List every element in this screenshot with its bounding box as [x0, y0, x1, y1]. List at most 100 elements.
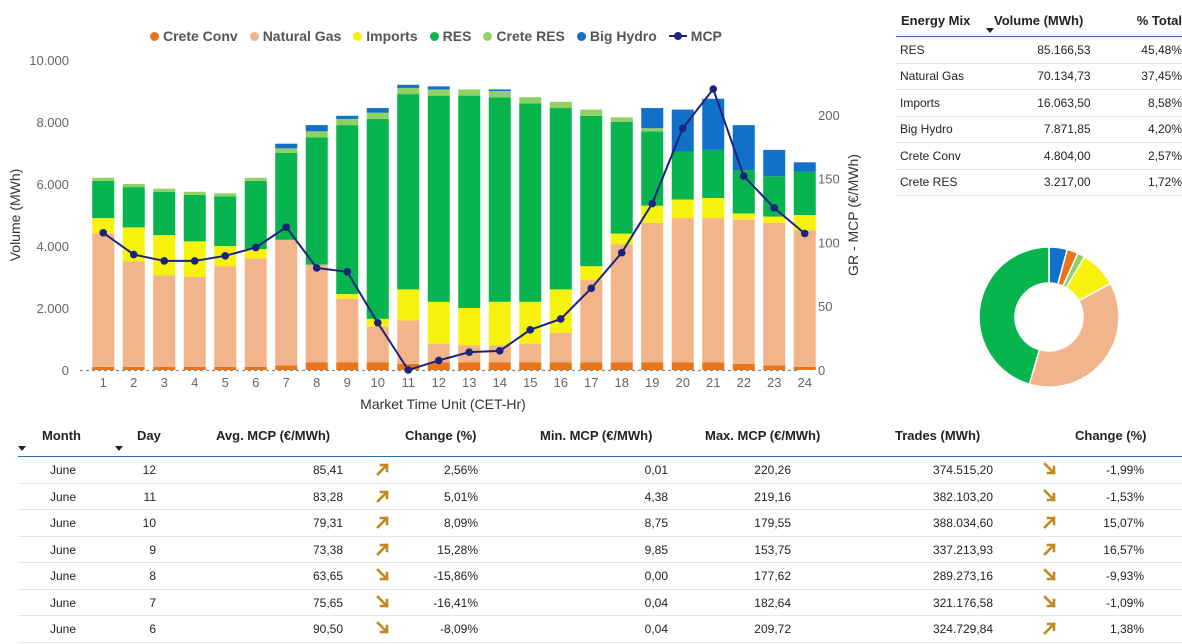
bar-segment-crete-res[interactable] — [397, 87, 420, 95]
header-max-mcp[interactable]: Max. MCP (€/MWh) — [705, 428, 821, 443]
bar-segment-crete-conv[interactable] — [183, 366, 206, 370]
mcp-point[interactable] — [465, 348, 474, 356]
bar-segment-imports[interactable] — [153, 235, 176, 276]
bar-segment-crete-conv[interactable] — [458, 362, 481, 370]
bar-segment-natural-gas[interactable] — [305, 264, 328, 363]
donut-slice-natural-gas[interactable] — [1028, 282, 1120, 388]
bar-segment-res[interactable] — [702, 149, 725, 198]
header-day[interactable]: Day — [137, 428, 161, 443]
header-avg-mcp[interactable]: Avg. MCP (€/MWh) — [216, 428, 331, 443]
bar-segment-crete-conv[interactable] — [122, 366, 145, 370]
bar-segment-crete-res[interactable] — [275, 148, 298, 153]
bar-segment-res[interactable] — [610, 122, 633, 234]
bar-segment-big-hydro[interactable] — [397, 84, 420, 88]
bar-segment-big-hydro[interactable] — [275, 143, 298, 149]
bar-segment-imports[interactable] — [336, 294, 359, 299]
bar-segment-crete-conv[interactable] — [580, 362, 603, 370]
bar-segment-crete-conv[interactable] — [336, 362, 359, 370]
bar-segment-crete-res[interactable] — [153, 188, 176, 192]
bar-segment-imports[interactable] — [793, 215, 816, 231]
bar-segment-crete-conv[interactable] — [671, 362, 694, 370]
bar-segment-crete-res[interactable] — [214, 193, 237, 197]
bar-segment-res[interactable] — [183, 194, 206, 242]
energy-mix-row[interactable]: Big Hydro 7.871,85 4,20% — [896, 117, 1182, 143]
bar-segment-natural-gas[interactable] — [702, 218, 725, 363]
bar-segment-big-hydro[interactable] — [336, 115, 359, 119]
bar-segment-crete-res[interactable] — [305, 131, 328, 138]
bar-segment-natural-gas[interactable] — [366, 326, 389, 363]
mcp-point[interactable] — [343, 267, 352, 276]
mcp-point[interactable] — [251, 243, 260, 252]
bar-segment-imports[interactable] — [427, 301, 450, 344]
bar-segment-res[interactable] — [793, 171, 816, 215]
mcp-point[interactable] — [495, 347, 504, 355]
sort-month-icon[interactable] — [18, 446, 26, 451]
bar-segment-natural-gas[interactable] — [183, 277, 206, 367]
trades-row[interactable]: June 9 73,38 15,28% 9,85 153,75 337.213,93 16,5… — [18, 537, 1182, 563]
legend-item-natural-gas[interactable]: Natural Gas — [249, 28, 341, 44]
mcp-point[interactable] — [648, 199, 657, 208]
header-energy-mix[interactable]: Energy Mix — [901, 12, 971, 28]
bar-segment-imports[interactable] — [488, 301, 511, 346]
bar-segment-big-hydro[interactable] — [763, 149, 786, 177]
legend-item-res[interactable]: RES — [429, 28, 471, 44]
energy-mix-row[interactable]: Natural Gas 70.134,73 37,45% — [896, 64, 1182, 90]
bar-segment-res[interactable] — [427, 95, 450, 302]
bar-segment-crete-res[interactable] — [92, 177, 115, 181]
legend-item-crete-conv[interactable]: Crete Conv — [150, 28, 238, 44]
header-change-mcp[interactable]: Change (%) — [405, 428, 477, 443]
mcp-point[interactable] — [556, 315, 565, 323]
bar-segment-imports[interactable] — [519, 301, 542, 344]
bar-segment-imports[interactable] — [732, 213, 755, 220]
bar-segment-big-hydro[interactable] — [488, 89, 511, 91]
bar-segment-big-hydro[interactable] — [427, 86, 450, 90]
bar-segment-crete-conv[interactable] — [519, 362, 542, 370]
bar-segment-res[interactable] — [305, 137, 328, 265]
bar-segment-natural-gas[interactable] — [244, 258, 267, 367]
bar-segment-imports[interactable] — [244, 249, 267, 259]
bar-segment-natural-gas[interactable] — [763, 222, 786, 366]
bar-segment-crete-res[interactable] — [336, 118, 359, 126]
mcp-point[interactable] — [587, 284, 596, 293]
bar-segment-big-hydro[interactable] — [305, 125, 328, 132]
bar-segment-res[interactable] — [397, 94, 420, 290]
trades-row[interactable]: June 10 79,31 8,09% 8,75 179,55 388.034,60 15,0… — [18, 510, 1182, 537]
header-month[interactable]: Month — [42, 428, 81, 443]
bar-segment-crete-conv[interactable] — [214, 366, 237, 370]
bar-segment-crete-conv[interactable] — [153, 366, 176, 370]
bar-segment-imports[interactable] — [92, 218, 115, 234]
sort-day-icon[interactable] — [115, 446, 123, 451]
bar-segment-big-hydro[interactable] — [793, 162, 816, 172]
bar-segment-res[interactable] — [214, 196, 237, 246]
energy-mix-row[interactable]: Crete Conv 4.804,00 2,57% — [896, 143, 1182, 170]
bar-segment-res[interactable] — [641, 131, 664, 206]
bar-segment-crete-conv[interactable] — [549, 362, 572, 370]
bar-segment-res[interactable] — [92, 180, 115, 219]
mcp-point[interactable] — [678, 124, 687, 133]
bar-segment-natural-gas[interactable] — [397, 320, 420, 364]
header-trades[interactable]: Trades (MWh) — [895, 428, 981, 443]
energy-mix-row[interactable]: RES 85.166,53 45,48% — [896, 37, 1182, 64]
bar-segment-natural-gas[interactable] — [610, 244, 633, 363]
mcp-point[interactable] — [221, 252, 230, 260]
trades-row[interactable]: June 8 63,65 -15,86% 0,00 177,62 289.273,16 -9,… — [18, 563, 1182, 590]
bar-segment-natural-gas[interactable] — [671, 218, 694, 363]
header-volume[interactable]: Volume (MWh) — [994, 12, 1084, 28]
bar-segment-res[interactable] — [580, 115, 603, 267]
bar-segment-imports[interactable] — [671, 199, 694, 219]
bar-segment-crete-res[interactable] — [458, 89, 481, 96]
bar-segment-crete-conv[interactable] — [641, 362, 664, 370]
bar-segment-res[interactable] — [519, 103, 542, 302]
bar-segment-natural-gas[interactable] — [92, 233, 115, 367]
bar-segment-crete-res[interactable] — [641, 128, 664, 132]
bar-segment-crete-res[interactable] — [427, 89, 450, 96]
bar-segment-crete-res[interactable] — [580, 109, 603, 116]
trades-row[interactable]: June 6 90,50 -8,09% 0,04 209,72 324.729,84 1,38… — [18, 616, 1182, 643]
bar-segment-crete-conv[interactable] — [793, 366, 816, 370]
bar-segment-imports[interactable] — [610, 233, 633, 245]
bar-segment-crete-conv[interactable] — [305, 362, 328, 370]
bar-segment-imports[interactable] — [397, 289, 420, 321]
mcp-point[interactable] — [404, 366, 413, 374]
bar-segment-res[interactable] — [458, 95, 481, 309]
bar-segment-natural-gas[interactable] — [641, 222, 664, 363]
